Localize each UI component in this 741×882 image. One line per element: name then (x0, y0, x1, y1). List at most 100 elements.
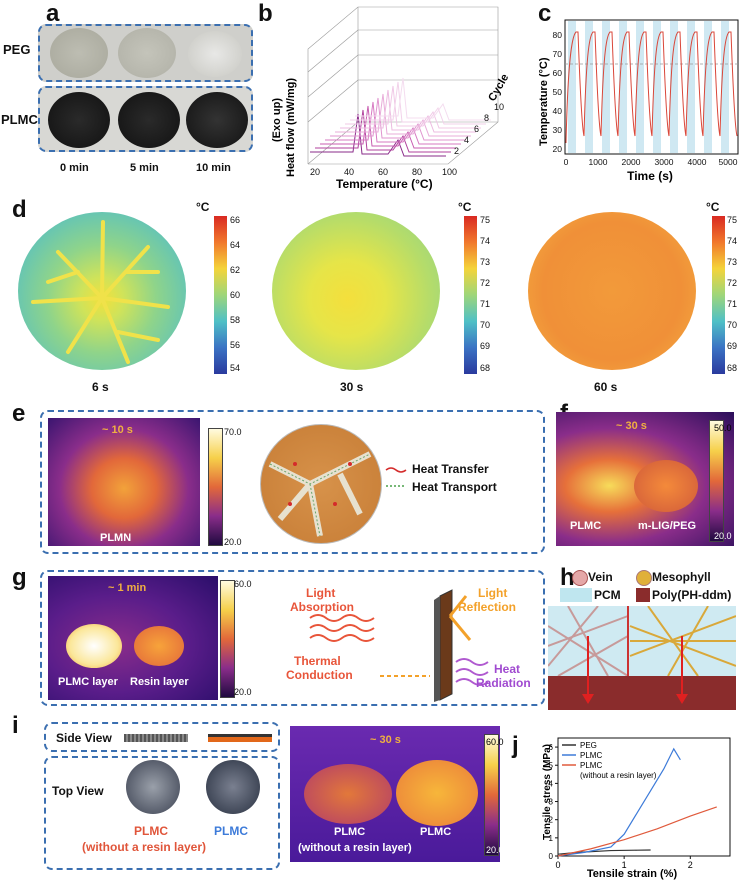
g-cb-top: 60.0 (234, 579, 252, 589)
colorbar-30s (464, 216, 477, 374)
panel-label-e: e (12, 400, 26, 427)
i-th2: PLMC (420, 826, 452, 838)
thermal-map-30s (272, 212, 440, 370)
d2-tick: 74 (480, 236, 491, 246)
j-legend-2: PLMC (580, 751, 602, 760)
panel-e-frame (40, 410, 545, 554)
h-poly: Poly(PH-ddm) (652, 588, 732, 602)
i-th1b: (without a resin layer) (298, 842, 412, 854)
j-legend-1: PEG (580, 741, 597, 750)
c-ytick: 70 (553, 49, 563, 59)
j-ytick-label: 6 (549, 743, 554, 752)
g-thermal-2: Conduction (286, 668, 353, 682)
top-disc-2 (206, 760, 260, 814)
top-view-frame (44, 756, 280, 870)
thermal-image-e (48, 418, 200, 546)
c-xtick: 1000 (589, 157, 608, 167)
d1-tick: 64 (230, 240, 241, 250)
c-ytick: 80 (553, 30, 563, 40)
i-side-label: Side View (56, 731, 112, 745)
f-cb-bottom: 20.0 (714, 531, 732, 541)
b-ztick: 6 (474, 124, 479, 134)
vein-dot (572, 570, 588, 586)
c-ytick: 60 (553, 68, 563, 78)
d2-tick: 71 (480, 299, 491, 309)
d1-tick: 66 (230, 215, 241, 225)
colorbar-e (208, 428, 223, 546)
h-meso: Mesophyll (652, 570, 711, 584)
e-legend-2: Heat Transport (412, 480, 497, 494)
b-xlabel: Temperature (°C) (336, 177, 433, 191)
b-xtick: 80 (412, 167, 422, 177)
light-schematic (309, 589, 489, 702)
i-lab1b: (without a resin layer) (82, 840, 207, 854)
f-cb-top: 50.0 (714, 423, 732, 433)
j-ylabel: Tensile stress (MPa) (542, 744, 553, 840)
c-xtick: 5000 (719, 157, 738, 167)
i-cb-top: 60.0 (486, 737, 504, 747)
j-ytick-label: 2 (549, 816, 554, 825)
panel-label-c: c (538, 0, 552, 27)
peg-disc-2 (118, 28, 176, 78)
b-xtick: 40 (344, 167, 354, 177)
d2-tick: 68 (480, 363, 491, 373)
peg-disc-3 (188, 31, 242, 77)
d2-tick: 72 (480, 278, 491, 288)
c-ytick: 40 (553, 106, 563, 116)
j-ytick-label: 4 (549, 779, 554, 788)
d-unit-2: °C (458, 200, 472, 214)
colorbar-6s (214, 216, 227, 374)
row-label-peg: PEG (3, 42, 31, 57)
g-refl-2: Reflection (458, 600, 517, 614)
i-top-label: Top View (52, 784, 104, 798)
b-ztick: 10 (494, 102, 504, 112)
f-time: ~ 30 s (616, 420, 647, 432)
b-xtick: 100 (442, 167, 457, 177)
d1-tick: 62 (230, 265, 241, 275)
g-blob-right (134, 626, 184, 666)
c-xtick: 0 (564, 157, 569, 167)
plmc-disc-2 (118, 92, 180, 148)
j-ytick-label: 5 (549, 761, 554, 770)
j-xtick-label: 0 (555, 860, 560, 870)
d3-tick: 73 (727, 257, 738, 267)
d3-tick: 70 (727, 320, 738, 330)
e-cb-top: 70.0 (224, 427, 242, 437)
meso-dot (636, 570, 652, 586)
d3-tick: 68 (727, 363, 738, 373)
panel-label-j: j (512, 732, 519, 759)
d3-tick: 69 (727, 341, 738, 351)
side-view-frame (44, 722, 280, 752)
poly-swatch (636, 588, 650, 602)
j-ytick-label: 0 (549, 852, 554, 861)
f-label-1: PLMC (570, 520, 602, 532)
e-legend-1: Heat Transfer (412, 462, 489, 476)
fiber-network (548, 606, 736, 710)
i-cb-bottom: 20.0 (486, 845, 504, 855)
j-plot-frame (557, 737, 731, 857)
c-ytick: 50 (553, 87, 563, 97)
row-label-plmc: PLMC (1, 112, 38, 127)
g-light-2: Absorption (290, 600, 354, 614)
d3-tick: 75 (727, 215, 738, 225)
j-ytick-label: 3 (549, 798, 554, 807)
pcm-swatch (560, 588, 592, 602)
panel-label-i: i (12, 712, 19, 739)
c-xtick: 3000 (655, 157, 674, 167)
colorbar-g (220, 580, 235, 698)
peg-disc-1 (50, 28, 108, 78)
colorbar-i (484, 734, 499, 856)
cycling-plot: 20 30 40 50 60 70 80 0 1000 2000 3000 40… (538, 19, 739, 183)
h-vein: Vein (588, 570, 613, 584)
e-time: ~ 10 s (102, 424, 133, 436)
c-xtick: 4000 (688, 157, 707, 167)
j-series-line-2 (557, 747, 681, 857)
e-cb-bottom: 20.0 (224, 537, 242, 547)
g-heat-2: Radiation (476, 676, 531, 690)
d-time-60s: 60 s (594, 380, 618, 394)
f-label-2: m-LIG/PEG (638, 520, 697, 532)
b-zlabel: Cycle (486, 72, 508, 103)
i-blob-right (396, 760, 478, 826)
d2-tick: 75 (480, 215, 491, 225)
d-time-30s: 30 s (340, 380, 364, 394)
